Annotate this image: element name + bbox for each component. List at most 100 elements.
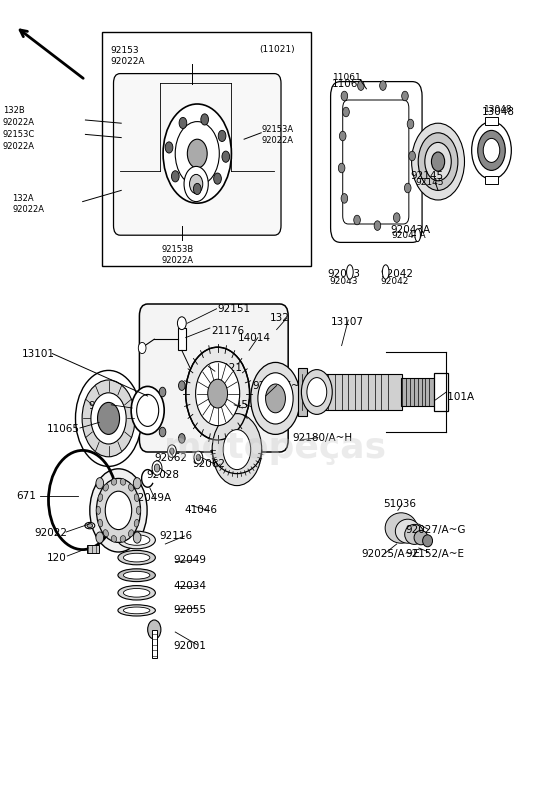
Ellipse shape — [118, 550, 155, 565]
Text: 92042: 92042 — [380, 269, 413, 278]
Text: 51036: 51036 — [383, 499, 416, 509]
Ellipse shape — [123, 534, 150, 546]
Circle shape — [218, 130, 226, 142]
Text: 92055: 92055 — [174, 605, 207, 614]
Text: 92015: 92015 — [88, 402, 121, 411]
Circle shape — [201, 114, 208, 125]
Circle shape — [171, 170, 179, 182]
Ellipse shape — [120, 536, 126, 542]
Ellipse shape — [118, 531, 155, 549]
Circle shape — [380, 81, 386, 90]
Ellipse shape — [123, 554, 150, 562]
Circle shape — [251, 362, 300, 434]
FancyBboxPatch shape — [331, 82, 422, 242]
Text: 92001: 92001 — [174, 642, 207, 651]
Circle shape — [214, 173, 222, 184]
Ellipse shape — [404, 525, 424, 544]
Bar — [401, 378, 435, 406]
Text: 92145: 92145 — [410, 171, 444, 181]
Text: 92022A: 92022A — [12, 205, 44, 214]
Circle shape — [407, 119, 414, 129]
Circle shape — [159, 387, 166, 397]
Ellipse shape — [98, 519, 102, 527]
Text: 11061: 11061 — [332, 79, 365, 89]
Text: 13101A: 13101A — [435, 392, 476, 402]
Ellipse shape — [98, 494, 102, 502]
Ellipse shape — [347, 265, 353, 279]
Text: 92180/A~H: 92180/A~H — [292, 434, 352, 443]
Text: 92022A: 92022A — [262, 136, 294, 146]
Text: 11065: 11065 — [47, 424, 80, 434]
Circle shape — [194, 451, 203, 464]
Ellipse shape — [423, 534, 433, 547]
Text: 92022: 92022 — [34, 528, 67, 538]
Circle shape — [184, 166, 208, 202]
Text: 92045: 92045 — [215, 400, 248, 410]
Ellipse shape — [96, 506, 101, 514]
Text: 92022A: 92022A — [3, 118, 35, 127]
Circle shape — [96, 478, 141, 542]
Circle shape — [152, 461, 162, 475]
Text: 92025/A~E: 92025/A~E — [361, 549, 420, 558]
Circle shape — [483, 138, 500, 162]
Circle shape — [175, 122, 219, 186]
Circle shape — [425, 142, 451, 181]
Ellipse shape — [87, 523, 93, 528]
Circle shape — [301, 370, 332, 414]
Circle shape — [196, 454, 201, 461]
Ellipse shape — [128, 530, 133, 537]
Circle shape — [222, 151, 230, 162]
Text: 92049: 92049 — [174, 555, 207, 565]
Ellipse shape — [385, 513, 417, 543]
Text: motopeças: motopeças — [164, 431, 387, 465]
Ellipse shape — [118, 586, 155, 600]
Circle shape — [354, 215, 360, 225]
Ellipse shape — [104, 484, 109, 491]
Circle shape — [179, 118, 187, 129]
Circle shape — [338, 163, 345, 173]
Text: 13101: 13101 — [22, 349, 55, 358]
Text: 21176: 21176 — [211, 326, 244, 336]
Text: 92043A: 92043A — [390, 226, 430, 235]
Text: 92043: 92043 — [329, 277, 358, 286]
Circle shape — [193, 183, 201, 194]
Circle shape — [91, 393, 126, 444]
Circle shape — [339, 131, 346, 141]
Bar — [152, 630, 157, 658]
Circle shape — [409, 151, 415, 161]
Circle shape — [138, 342, 146, 354]
Circle shape — [148, 620, 161, 639]
Text: 92042: 92042 — [380, 277, 408, 286]
Text: 92062: 92062 — [154, 453, 187, 462]
Text: 92153C: 92153C — [3, 130, 35, 139]
Bar — [485, 176, 498, 184]
Ellipse shape — [118, 605, 155, 616]
Circle shape — [374, 221, 381, 230]
Circle shape — [90, 469, 147, 552]
Circle shape — [179, 381, 185, 390]
Circle shape — [137, 394, 159, 426]
Text: 671: 671 — [17, 491, 36, 501]
Bar — [300, 374, 402, 410]
Circle shape — [98, 402, 120, 434]
Text: 92049A: 92049A — [131, 493, 171, 502]
Circle shape — [154, 464, 160, 472]
Circle shape — [96, 532, 104, 543]
Ellipse shape — [104, 530, 109, 537]
Text: 92145: 92145 — [415, 178, 444, 187]
Circle shape — [258, 373, 293, 424]
Circle shape — [343, 107, 349, 117]
Circle shape — [82, 380, 135, 457]
Bar — [434, 373, 448, 411]
FancyBboxPatch shape — [139, 304, 288, 452]
Text: 92043A: 92043A — [391, 230, 426, 240]
FancyBboxPatch shape — [114, 74, 281, 235]
Circle shape — [266, 384, 285, 413]
Circle shape — [186, 347, 250, 440]
Circle shape — [472, 122, 511, 179]
Text: 11021: 11021 — [209, 363, 242, 373]
Circle shape — [196, 362, 240, 426]
Circle shape — [131, 386, 164, 434]
Circle shape — [168, 445, 176, 458]
Ellipse shape — [118, 569, 155, 582]
